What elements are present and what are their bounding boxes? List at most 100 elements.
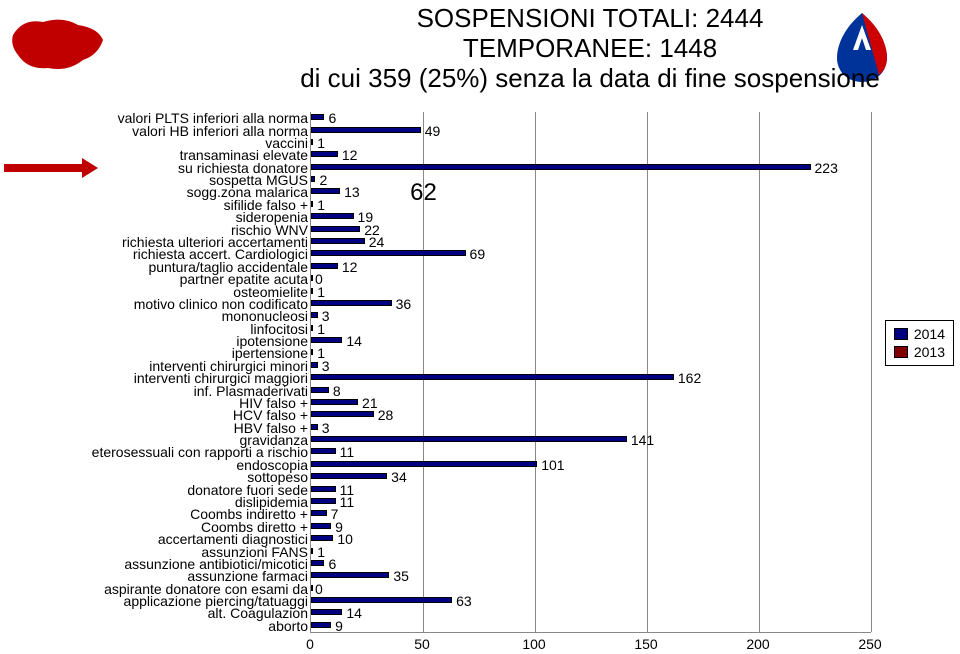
bar-value: 11	[340, 495, 355, 509]
bar-value: 141	[631, 433, 654, 447]
bar-value: 9	[335, 619, 343, 633]
x-tick-label: 0	[290, 636, 330, 652]
bar-2014	[311, 139, 313, 145]
bar-value: 21	[362, 396, 378, 410]
bar-2014	[311, 213, 354, 219]
bar-2014	[311, 486, 336, 492]
legend-label-2014: 2014	[914, 325, 945, 343]
bar-2014	[311, 498, 336, 504]
bar-value: 1	[317, 136, 325, 150]
bar-2014	[311, 288, 313, 294]
bar-2014	[311, 188, 340, 194]
bar-2014	[311, 411, 374, 417]
bar-2014	[311, 535, 333, 541]
bar-value: 0	[315, 582, 323, 596]
bar-value: 63	[456, 594, 472, 608]
bar-value: 6	[328, 557, 336, 571]
legend-item-2013: 2013	[894, 343, 945, 361]
bar-2014	[311, 349, 313, 355]
bar-value: 12	[342, 260, 358, 274]
bar-2014	[311, 436, 627, 442]
x-tick-label: 150	[626, 636, 666, 652]
bar-value: 49	[425, 124, 441, 138]
bar-2014	[311, 473, 387, 479]
bar-2014	[311, 238, 365, 244]
bar-value: 14	[346, 606, 362, 620]
bar-2014	[311, 300, 392, 306]
bar-value: 12	[342, 148, 358, 162]
title-line-1: SOSPENSIONI TOTALI: 2444	[230, 4, 950, 34]
x-tick-label: 200	[738, 636, 778, 652]
chart-title: SOSPENSIONI TOTALI: 2444 TEMPORANEE: 144…	[230, 4, 950, 94]
gridline	[647, 112, 648, 632]
legend-swatch-2013	[894, 346, 908, 358]
bar-2014	[311, 510, 327, 516]
bar-2014	[311, 609, 342, 615]
bar-2014	[311, 114, 324, 120]
bar-value: 14	[346, 334, 362, 348]
bar-2014	[311, 572, 389, 578]
bar-2014	[311, 164, 811, 170]
title-line-3: di cui 359 (25%) senza la data di fine s…	[230, 64, 950, 94]
bar-value: 11	[340, 445, 355, 459]
bar-value: 24	[369, 235, 385, 249]
bar-value: 69	[470, 247, 486, 261]
bar-2014	[311, 548, 313, 554]
bar-2014	[311, 127, 421, 133]
bar-2014	[311, 399, 358, 405]
y-axis-labels: valori PLTS inferiori alla normavalori H…	[0, 112, 308, 632]
bar-2014	[311, 312, 318, 318]
bar-value: 13	[344, 185, 360, 199]
bar-value: 1	[317, 322, 325, 336]
bar-2014	[311, 461, 537, 467]
bar-2014	[311, 201, 313, 207]
bar-2014	[311, 597, 452, 603]
bar-2014	[311, 585, 313, 591]
legend: 2014 2013	[885, 320, 954, 366]
bar-2014	[311, 424, 318, 430]
bar-2014	[311, 325, 313, 331]
bar-value: 3	[322, 359, 330, 373]
bar-2014	[311, 374, 674, 380]
bar-2014	[311, 448, 336, 454]
bar-value: 1	[317, 545, 325, 559]
bar-value: 36	[396, 297, 412, 311]
bar-2014	[311, 176, 315, 182]
gridline	[759, 112, 760, 632]
category-label: aborto	[268, 619, 308, 633]
bar-2014	[311, 226, 360, 232]
bar-value: 2	[319, 173, 327, 187]
bar-2014	[311, 523, 331, 529]
bar-2014	[311, 275, 313, 281]
bar-2014	[311, 560, 324, 566]
x-tick-label: 100	[514, 636, 554, 652]
title-line-2: TEMPORANEE: 1448	[230, 34, 950, 64]
bar-value: 162	[678, 371, 701, 385]
bar-2014	[311, 151, 338, 157]
bar-value: 10	[337, 532, 353, 546]
bar-2014	[311, 622, 331, 628]
bar-2014	[311, 337, 342, 343]
highlight-arrow-icon	[4, 164, 84, 172]
bar-value: 1	[317, 198, 325, 212]
bar-chart: 6491122232136211922246912013631141316282…	[310, 112, 871, 633]
legend-label-2013: 2013	[914, 343, 945, 361]
bar-value: 35	[393, 569, 409, 583]
legend-item-2014: 2014	[894, 325, 945, 343]
bar-sub-value: 62	[410, 181, 437, 205]
gridline	[871, 112, 872, 632]
bar-value: 3	[322, 421, 330, 435]
bar-2014	[311, 250, 466, 256]
bar-value: 1	[317, 285, 325, 299]
bar-2014	[311, 362, 318, 368]
bar-2014	[311, 263, 338, 269]
legend-swatch-2014	[894, 328, 908, 340]
x-tick-label: 250	[850, 636, 890, 652]
bar-value: 101	[541, 458, 564, 472]
bar-value: 28	[378, 408, 394, 422]
bar-value: 34	[391, 470, 407, 484]
bar-value: 6	[328, 111, 336, 125]
gridline	[535, 112, 536, 632]
region-logo-icon	[8, 10, 108, 80]
bar-value: 223	[815, 161, 838, 175]
